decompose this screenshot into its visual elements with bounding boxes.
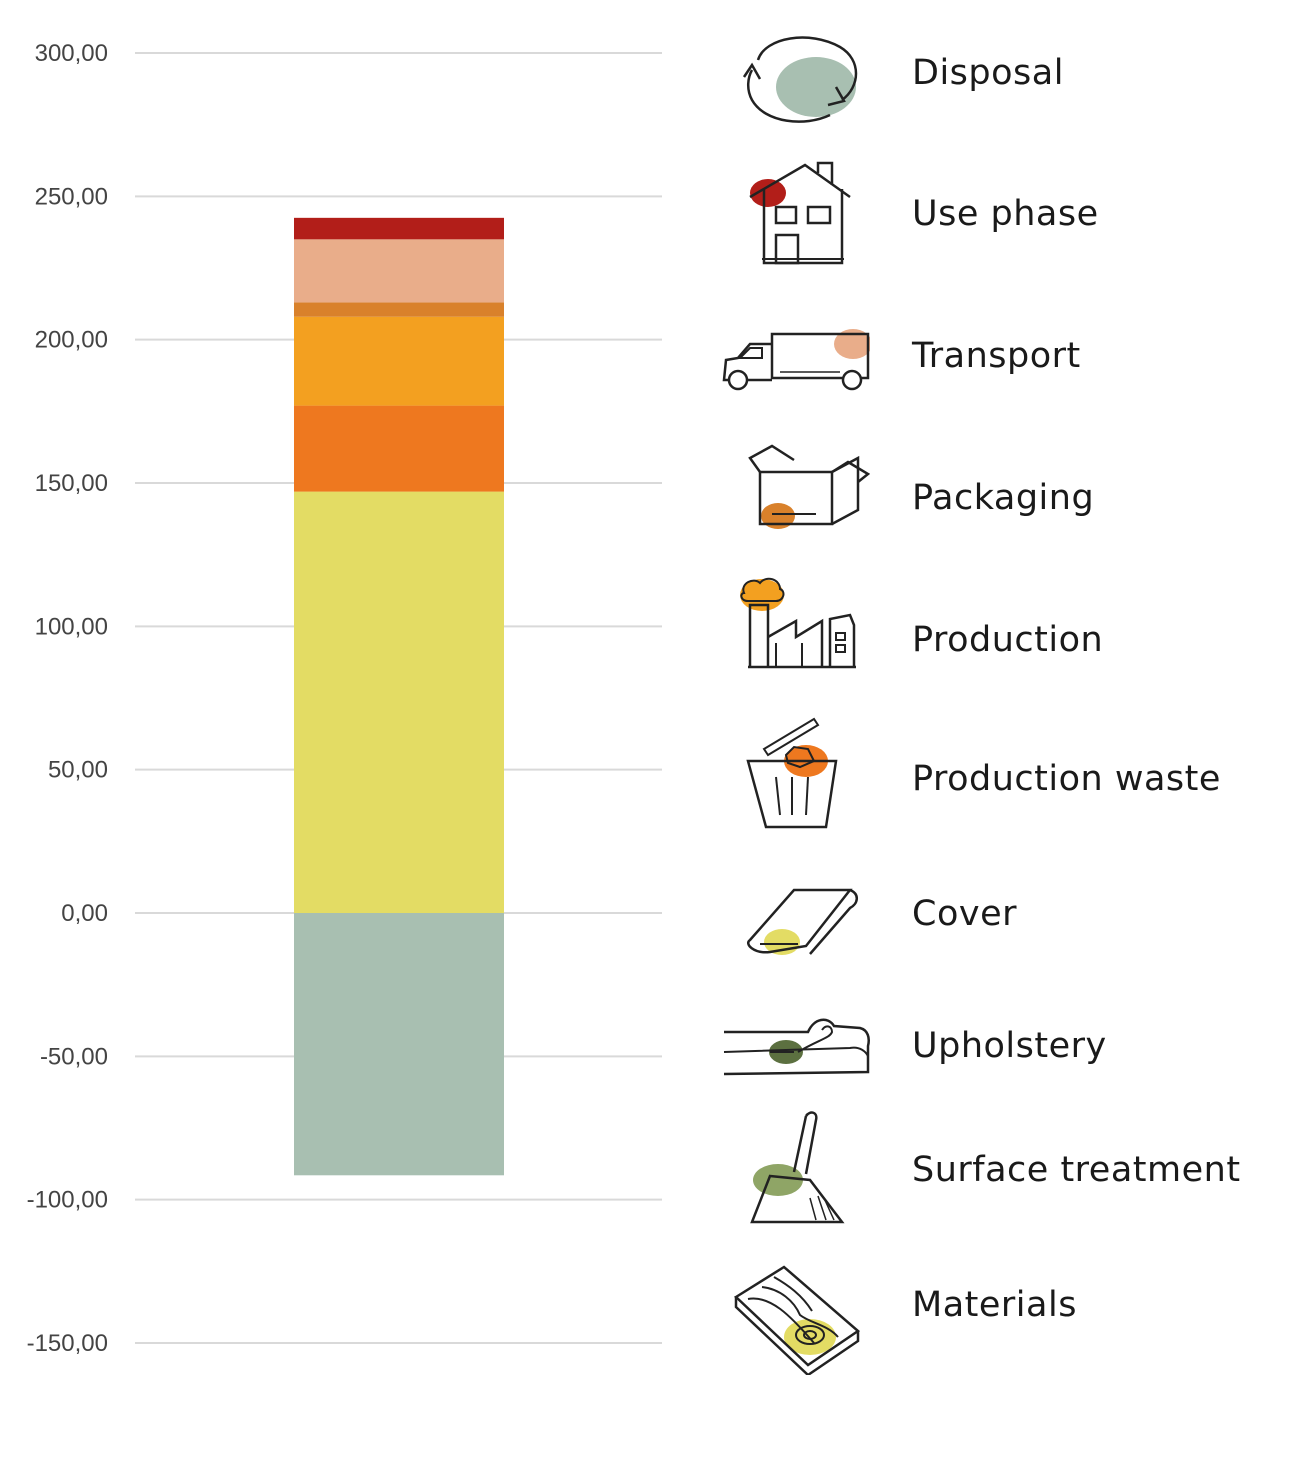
foam-cushion-icon xyxy=(723,1018,870,1076)
y-axis-tick-labels: 300,00 250,00 200,00 150,00 100,00 50,00 0,00 -… xyxy=(27,40,108,1357)
y-tick-label: -150,00 xyxy=(27,1330,108,1357)
y-tick-label: 150,00 xyxy=(35,470,108,497)
y-tick-label: 100,00 xyxy=(35,613,108,640)
legend-item-transport: Transport xyxy=(700,296,1300,416)
legend-item-surface-treatment: Surface treatment xyxy=(700,1108,1300,1228)
y-tick-label: 200,00 xyxy=(35,327,108,354)
y-tick-label: 50,00 xyxy=(48,757,108,784)
legend-item-production-waste: Production waste xyxy=(700,715,1300,835)
bar-segment-transport xyxy=(294,239,504,303)
y-tick-label: 250,00 xyxy=(35,183,108,210)
open-box-icon xyxy=(748,444,870,529)
legend-label: Production waste xyxy=(912,759,1221,799)
bar-segment-materials xyxy=(294,491,504,913)
legend-item-cover: Cover xyxy=(700,880,1300,1000)
legend-label: Surface treatment xyxy=(912,1150,1241,1190)
recycle-arrows-icon xyxy=(742,36,858,123)
legend-item-production: Production xyxy=(700,575,1300,695)
legend-item-disposal: Disposal xyxy=(700,15,1300,135)
legend-item-materials: Materials xyxy=(700,1255,1300,1375)
trash-bin-icon xyxy=(746,717,838,829)
legend-label: Transport xyxy=(912,336,1081,376)
factory-icon xyxy=(740,577,856,669)
paint-brush-icon xyxy=(750,1111,845,1224)
legend-item-use-phase: Use phase xyxy=(700,155,1300,275)
bar-segment-production-waste xyxy=(294,405,504,492)
legend-label: Disposal xyxy=(912,53,1064,93)
legend-label: Cover xyxy=(912,894,1017,934)
wood-plank-icon xyxy=(733,1265,861,1375)
legend-label: Packaging xyxy=(912,478,1095,518)
bar-segment-production xyxy=(294,316,504,406)
bar-segment-packaging xyxy=(294,302,504,317)
legend-label: Production xyxy=(912,620,1104,660)
legend-item-packaging: Packaging xyxy=(700,438,1300,558)
legend-label: Use phase xyxy=(912,194,1099,234)
truck-icon xyxy=(722,329,870,391)
bar-segment-disposal xyxy=(294,913,504,1176)
y-tick-label: 0,00 xyxy=(61,900,108,927)
stacked-bar-chart: 300,00 250,00 200,00 150,00 100,00 50,00 0,00 -… xyxy=(27,40,662,1357)
legend-label: Upholstery xyxy=(912,1026,1107,1066)
house-icon xyxy=(749,161,851,265)
y-tick-label: -100,00 xyxy=(27,1187,108,1214)
bar-segments xyxy=(294,217,504,1176)
y-tick-label: 300,00 xyxy=(35,40,108,67)
legend-label: Materials xyxy=(912,1285,1077,1325)
y-tick-label: -50,00 xyxy=(40,1043,108,1070)
fabric-roll-icon xyxy=(747,888,858,955)
bar-segment-use-phase xyxy=(294,217,504,240)
legend-item-upholstery: Upholstery xyxy=(700,1008,1300,1128)
